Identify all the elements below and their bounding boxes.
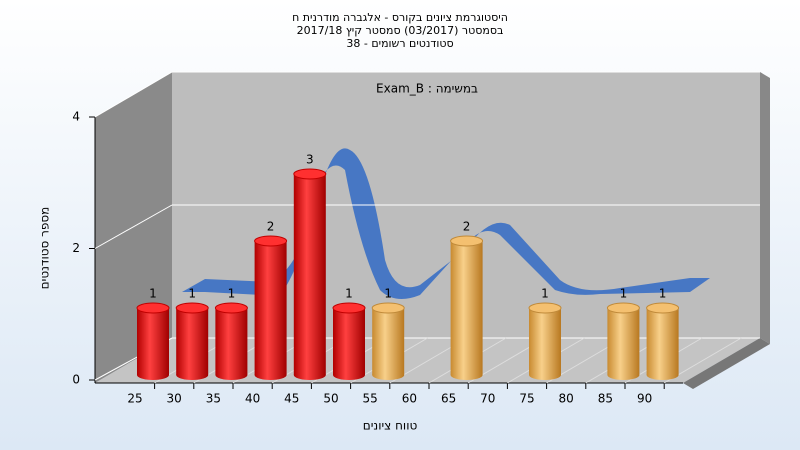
bar bbox=[254, 235, 288, 380]
bar bbox=[214, 302, 248, 380]
chart-title: סטודנטים רשומים - 38 bbox=[346, 37, 453, 50]
x-tick-label: 45 bbox=[284, 392, 299, 406]
data-label: 1 bbox=[188, 287, 196, 301]
y-axis-label: מספר סטודנטים bbox=[38, 207, 52, 290]
bar-body bbox=[646, 308, 679, 375]
bar-top bbox=[293, 168, 327, 180]
bar-top bbox=[332, 302, 366, 314]
y-tick-label: 4 bbox=[72, 110, 80, 124]
bar-bottom bbox=[333, 370, 365, 380]
bar bbox=[450, 235, 484, 380]
data-label: 1 bbox=[659, 287, 667, 301]
x-tick-label: 25 bbox=[127, 392, 142, 406]
floor-edge bbox=[683, 338, 770, 389]
x-tick-label: 65 bbox=[441, 392, 456, 406]
bar bbox=[175, 302, 209, 380]
bar-bottom bbox=[450, 370, 483, 380]
bar-bottom bbox=[254, 370, 287, 380]
bar-top bbox=[175, 302, 209, 314]
bar-body bbox=[137, 308, 169, 375]
y-tick-label: 2 bbox=[72, 241, 80, 255]
bar-bottom bbox=[176, 370, 209, 380]
chart-title: היסטוגרמת ציונים בקורס - אלגברה מודרנית … bbox=[292, 11, 508, 24]
bar-top bbox=[254, 235, 288, 247]
bar bbox=[332, 302, 366, 380]
bar-body bbox=[293, 174, 326, 375]
x-tick-label: 75 bbox=[519, 392, 534, 406]
bar bbox=[136, 302, 170, 380]
data-label: 1 bbox=[384, 287, 392, 301]
fit-curve bbox=[182, 148, 710, 299]
data-label: 1 bbox=[149, 287, 157, 301]
chart-title: בסמסטר (03/2017) סמסטר קיץ 2017/18 bbox=[297, 24, 504, 37]
back-wall-edge bbox=[760, 72, 770, 344]
bar-bottom bbox=[646, 370, 679, 380]
x-tick-label: 55 bbox=[363, 392, 378, 406]
bar-body bbox=[450, 241, 483, 375]
bar-bottom bbox=[372, 370, 405, 380]
x-tick-label: 60 bbox=[402, 392, 417, 406]
bar-body bbox=[254, 241, 287, 375]
bar-body bbox=[176, 308, 209, 375]
bar bbox=[646, 302, 680, 380]
x-tick-label: 70 bbox=[480, 392, 495, 406]
bar bbox=[371, 302, 405, 380]
bar-top bbox=[646, 302, 680, 314]
title-block: היסטוגרמת ציונים בקורס - אלגברה מודרנית … bbox=[292, 11, 508, 50]
x-tick-label: 40 bbox=[245, 392, 260, 406]
x-tick-label: 80 bbox=[559, 392, 574, 406]
data-label: 1 bbox=[228, 287, 236, 301]
bar-bottom bbox=[607, 370, 640, 380]
grid-line bbox=[94, 204, 173, 249]
bar bbox=[293, 168, 327, 380]
bar-top bbox=[214, 302, 248, 314]
data-label: 1 bbox=[620, 287, 628, 301]
data-label: 1 bbox=[541, 287, 549, 301]
bar-bottom bbox=[215, 370, 248, 380]
bar-top bbox=[136, 302, 170, 314]
data-label: 3 bbox=[306, 153, 314, 167]
bar bbox=[528, 302, 562, 380]
bar-bottom bbox=[293, 370, 326, 380]
bar-top bbox=[528, 302, 562, 314]
bar-top bbox=[450, 235, 484, 247]
bar-body bbox=[215, 308, 248, 375]
y-tick-label: 0 bbox=[72, 373, 80, 387]
bar-bottom bbox=[137, 370, 169, 380]
bar-bottom bbox=[529, 370, 561, 380]
bar bbox=[606, 302, 640, 380]
bar-body bbox=[333, 308, 365, 375]
data-label: 2 bbox=[267, 220, 275, 234]
x-tick-label: 50 bbox=[323, 392, 338, 406]
bar-body bbox=[607, 308, 640, 375]
annotation: Exam_B : במשימה bbox=[376, 82, 478, 96]
x-tick-label: 90 bbox=[637, 392, 652, 406]
data-label: 1 bbox=[345, 287, 353, 301]
x-axis-label: טווח ציונים bbox=[363, 419, 418, 433]
bar-top bbox=[606, 302, 640, 314]
bar-body bbox=[529, 308, 561, 375]
x-tick-label: 35 bbox=[206, 392, 221, 406]
bar-top bbox=[371, 302, 405, 314]
grid-line bbox=[94, 71, 173, 118]
x-tick-label: 30 bbox=[167, 392, 182, 406]
bar-body bbox=[372, 308, 405, 375]
x-tick-label: 85 bbox=[598, 392, 613, 406]
data-label: 2 bbox=[463, 220, 471, 234]
